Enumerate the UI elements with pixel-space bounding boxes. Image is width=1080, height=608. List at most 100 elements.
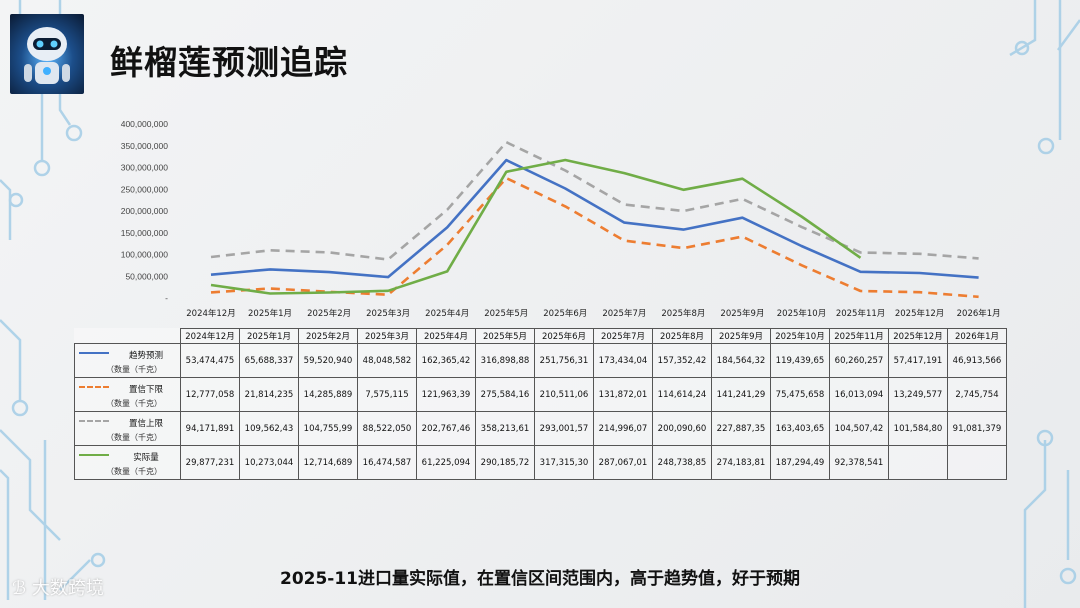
legend-label: 置信上限 [128, 419, 163, 429]
legend-label: 实际量 [133, 453, 159, 463]
table-cell: 114,614,24 [652, 377, 712, 412]
table-cell: 53,474,475 [180, 343, 240, 378]
table-cell: 275,584,16 [475, 377, 535, 412]
table-cell: 7,575,115 [357, 377, 417, 412]
table-cell: 317,315,30 [534, 445, 594, 480]
table-cell: 88,522,050 [357, 411, 417, 446]
table-cell: 202,767,46 [416, 411, 476, 446]
table-cell: 162,365,42 [416, 343, 476, 378]
table-header-cell: 2025年5月 [475, 328, 535, 344]
x-tick-label: 2025年5月 [484, 308, 528, 319]
legend-cell: 实际量 （数量（千克） [74, 445, 181, 480]
table-cell: 287,067,01 [593, 445, 653, 480]
table-cell: 16,474,587 [357, 445, 417, 480]
legend-unit: （数量（千克） [106, 399, 162, 408]
table-corner [75, 329, 181, 344]
table-cell: 60,260,257 [829, 343, 889, 378]
table-cell: 157,352,42 [652, 343, 712, 378]
table-cell: 29,877,231 [180, 445, 240, 480]
table-header-cell: 2025年4月 [416, 328, 476, 344]
x-tick-label: 2025年11月 [836, 308, 885, 319]
x-tick-label: 2025年2月 [307, 308, 351, 319]
table-header-cell: 2025年3月 [357, 328, 417, 344]
table-cell: 274,183,81 [711, 445, 771, 480]
robot-icon [24, 27, 70, 84]
table-row: 置信上限 （数量（千克） 94,171,891 109,562,43 104,755,9… [74, 411, 1007, 446]
watermark-text: 大数跨境 [31, 578, 104, 599]
table-cell: 14,285,889 [298, 377, 358, 412]
table-header-cell: 2025年12月 [888, 328, 948, 344]
table-cell: 104,507,42 [829, 411, 889, 446]
y-axis: 400,000,000 350,000,000 300,000,000 250,000… [121, 119, 169, 303]
watermark-icon: ℬ [12, 578, 32, 599]
page-title: 鲜榴莲预测追踪 [110, 43, 348, 82]
x-axis: 2024年12月 2025年1月 2025年2月 2025年3月 2025年4月 2025… [186, 308, 1000, 319]
table-cell: 91,081,379 [947, 411, 1007, 446]
table-cell: 248,738,85 [652, 445, 712, 480]
table-cell: 13,249,577 [888, 377, 948, 412]
table-row: 置信下限 （数量（千克） 12,777,058 21,814,235 14,285,88… [74, 377, 1007, 412]
legend-unit: （数量（千克） [106, 467, 162, 476]
series-line-2 [210, 140, 979, 261]
legend-swatch [79, 454, 109, 456]
y-tick-label: 200,000,000 [121, 206, 169, 216]
table-row: 实际量 （数量（千克） 29,877,231 10,273,044 12,714,689… [74, 445, 1007, 480]
table-cell: 290,185,72 [475, 445, 535, 480]
table-cell: 21,814,235 [239, 377, 299, 412]
table-cell: 2,745,754 [947, 377, 1007, 412]
legend-cell: 置信上限 （数量（千克） [74, 411, 181, 446]
legend-unit: （数量（千克） [106, 433, 162, 442]
table-header-cell: 2025年6月 [534, 328, 594, 344]
series-line-3 [210, 158, 862, 295]
x-tick-label: 2026年1月 [957, 308, 1001, 319]
x-tick-label: 2025年7月 [602, 308, 646, 319]
x-tick-label: 2025年6月 [543, 308, 587, 319]
table-cell: 10,273,044 [239, 445, 299, 480]
y-tick-label: 300,000,000 [121, 163, 169, 173]
watermark: ℬ 大数跨境 [12, 574, 104, 600]
y-tick-label: 100,000,000 [121, 250, 169, 260]
series-line-0 [210, 158, 979, 279]
table-cell: 200,090,60 [652, 411, 712, 446]
legend-cell: 趋势预测 （数量（千克） [74, 343, 181, 378]
table-cell: 92,378,541 [829, 445, 889, 480]
conclusion-note: 2025-11进口量实际值，在置信区间范围内，高于趋势值，好于预期 [279, 569, 801, 589]
table-cell: 141,241,29 [711, 377, 771, 412]
legend-swatch [79, 386, 109, 388]
table-cell: 227,887,35 [711, 411, 771, 446]
table-header-row: 2024年12月 2025年1月 2025年2月 2025年3月 2025年4月 2025… [75, 328, 1007, 344]
table-cell: 12,714,689 [298, 445, 358, 480]
x-tick-label: 2025年3月 [366, 308, 410, 319]
robot-logo [10, 14, 84, 94]
table-header-cell: 2025年8月 [652, 328, 712, 344]
x-tick-label: 2025年1月 [248, 308, 292, 319]
table-cell: 12,777,058 [180, 377, 240, 412]
table-cell: 163,403,65 [770, 411, 830, 446]
table-header-cell: 2025年7月 [593, 328, 653, 344]
table-cell: 251,756,31 [534, 343, 594, 378]
table-header-cell: 2025年10月 [770, 328, 830, 344]
table-cell: 59,520,940 [298, 343, 358, 378]
table-cell [888, 445, 948, 480]
y-tick-label: 250,000,000 [121, 184, 169, 194]
table-cell: 57,417,191 [888, 343, 948, 378]
line-chart: 400,000,000 350,000,000 300,000,000 250,000… [121, 119, 1001, 319]
y-tick-label: 400,000,000 [121, 119, 169, 129]
table-cell: 210,511,06 [534, 377, 594, 412]
table-row: 趋势预测 （数量（千克） 53,474,475 65,688,337 59,520,94… [74, 343, 1007, 378]
table-cell: 104,755,99 [298, 411, 358, 446]
table-header-cell: 2025年1月 [239, 328, 299, 344]
series-lines [210, 140, 979, 299]
table-cell: 173,434,04 [593, 343, 653, 378]
legend-cell: 置信下限 （数量（千克） [74, 377, 181, 412]
x-tick-label: 2024年12月 [186, 308, 235, 319]
table-cell: 75,475,658 [770, 377, 830, 412]
legend-swatch [79, 352, 109, 354]
table-cell: 316,898,88 [475, 343, 535, 378]
table-cell: 101,584,80 [888, 411, 948, 446]
table-cell: 16,013,094 [829, 377, 889, 412]
table-cell: 184,564,32 [711, 343, 771, 378]
table-header-cell: 2026年1月 [947, 328, 1007, 344]
table-header-cell: 2024年12月 [180, 328, 240, 344]
